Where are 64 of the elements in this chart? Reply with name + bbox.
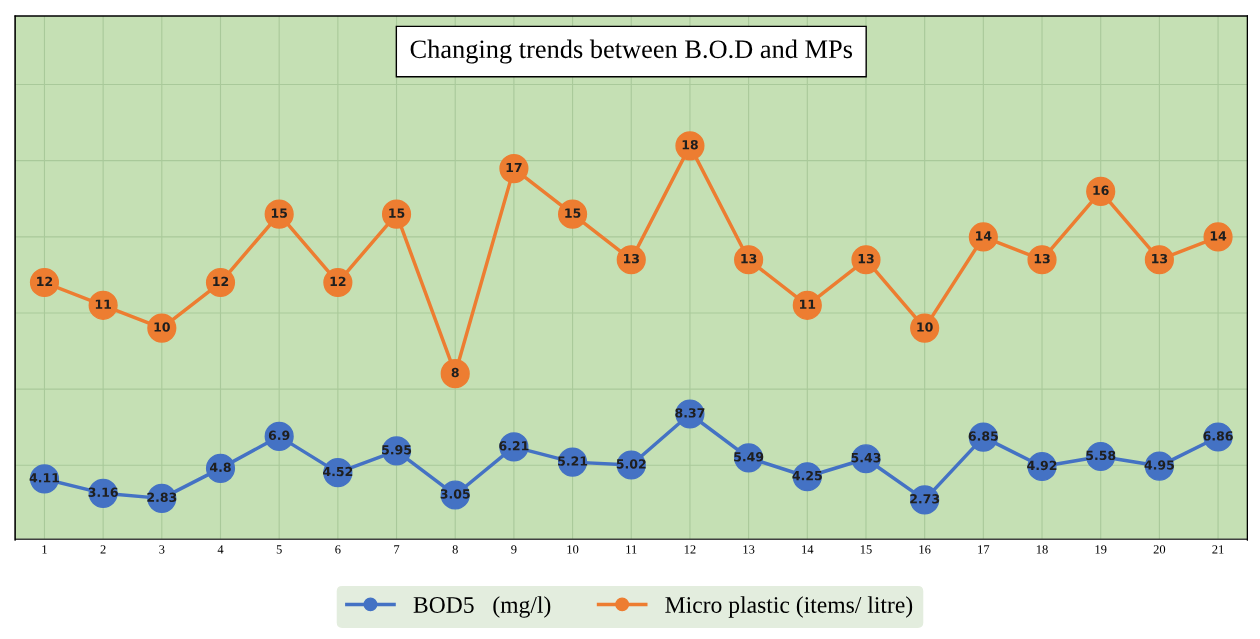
data-label: 15 (271, 208, 287, 218)
data-label: 10 (154, 322, 170, 332)
data-label: 6.21 (499, 441, 529, 451)
data-label: 15 (565, 208, 581, 218)
data-label: 12 (330, 276, 346, 286)
data-label: 16 (1093, 185, 1109, 196)
data-label: 10 (917, 322, 933, 332)
legend-label: BOD5 (mg/l) (413, 596, 551, 618)
data-label: 2.73 (910, 494, 940, 504)
data-label: 13 (1034, 253, 1050, 264)
data-label: 13 (623, 253, 639, 264)
data-label: 2.83 (147, 492, 177, 502)
x-tick-label: 3 (159, 545, 165, 554)
data-label: 17 (506, 162, 522, 173)
data-label: 5.02 (616, 459, 646, 469)
x-tick-label: 13 (743, 545, 755, 554)
x-tick-label: 20 (1153, 545, 1166, 554)
data-label: 4.92 (1027, 460, 1057, 471)
x-tick-label: 15 (860, 545, 872, 554)
data-label: 13 (1152, 253, 1168, 264)
data-label: 12 (213, 276, 229, 286)
data-label: 6.86 (1203, 431, 1233, 441)
data-label: 13 (858, 253, 874, 264)
data-label: 14 (1210, 231, 1227, 241)
data-label: 5.95 (382, 445, 412, 455)
x-tick-label: 14 (802, 545, 814, 554)
data-label: 4.95 (1144, 460, 1174, 470)
data-label: 4.52 (323, 466, 353, 477)
data-label: 12 (37, 276, 53, 286)
data-label: 11 (95, 299, 111, 309)
point (440, 359, 470, 389)
data-label: 8 (451, 367, 459, 378)
data-label: 5.43 (851, 452, 881, 463)
x-tick-label: 18 (1036, 545, 1048, 554)
data-label: 13 (741, 253, 757, 264)
x-tick-label: 19 (1095, 545, 1107, 554)
x-tick-label: 12 (684, 545, 696, 554)
x-tick-label: 17 (978, 545, 990, 554)
x-tick-label: 11 (626, 545, 637, 554)
data-label: 4.8 (209, 462, 231, 472)
data-label: 3.16 (88, 487, 118, 497)
x-tick-label: 21 (1212, 545, 1224, 554)
x-tick-label: 6 (335, 545, 341, 554)
x-tick-label: 10 (567, 545, 579, 554)
data-label: 18 (682, 140, 698, 150)
x-tick-label: 16 (919, 545, 931, 554)
data-label: 8.37 (675, 408, 705, 418)
data-label: 5.21 (558, 456, 588, 466)
x-tick-label: 2 (100, 545, 106, 554)
data-label: 3.05 (440, 489, 470, 499)
text: Changing trends between B.O.D and MPs (410, 39, 853, 64)
data-label: 6.9 (268, 430, 290, 440)
x-tick-label: 8 (452, 545, 458, 554)
x-tick-label: 9 (511, 545, 517, 554)
data-label: 4.25 (792, 470, 822, 481)
data-label: 5.58 (1086, 450, 1116, 461)
data-label: 14 (976, 231, 992, 241)
legend-label: Micro plastic (items/ litre) (665, 596, 913, 618)
x-tick-label: 1 (42, 545, 47, 554)
x-tick-label: 7 (394, 545, 400, 554)
x-tick-label: 5 (276, 545, 282, 554)
x-tick-label: 4 (217, 545, 224, 554)
data-label: 11 (800, 299, 816, 309)
data-label: 15 (389, 208, 405, 218)
